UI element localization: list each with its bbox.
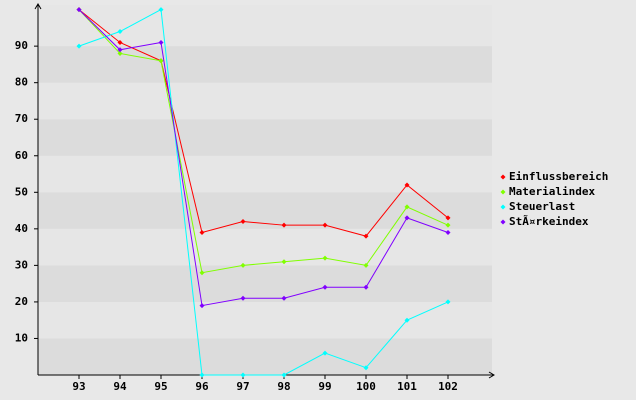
data-point [322,222,328,228]
x-tick-label: 95 [154,380,167,393]
grid-band [38,338,492,375]
grid-band [38,265,492,302]
y-tick-label: 60 [15,149,28,162]
data-point [281,295,287,301]
data-point [445,229,451,235]
legend-label: Einflussbereich [509,170,608,183]
data-point [445,299,451,305]
data-point [158,7,164,13]
x-axis-arrow [488,371,495,379]
y-axis-arrow [34,3,42,10]
series-line [78,9,449,274]
x-tick-label: 93 [72,380,85,393]
y-tick-label: 50 [15,185,28,198]
y-tick-label: 10 [15,331,28,344]
grid-band [38,5,492,47]
legend-label: Materialindex [509,185,595,198]
data-point [199,372,205,378]
data-point [76,7,82,13]
data-point [363,284,369,290]
data-point [117,50,123,56]
data-point [404,182,410,188]
data-point [363,262,369,268]
data-point [240,295,246,301]
x-tick-label: 97 [236,380,249,393]
grid-band [38,301,492,339]
data-point [404,317,410,323]
data-point [117,47,123,53]
data-point [281,372,287,378]
data-point [117,39,123,45]
data-point [363,233,369,239]
data-point [281,222,287,228]
legend-marker [500,189,506,195]
y-tick-label: 20 [15,295,28,308]
legend-label: Steuerlast [509,200,575,213]
series-line [78,8,449,376]
data-point [76,43,82,49]
y-tick-label: 30 [15,258,28,271]
data-point [281,259,287,265]
data-point [404,215,410,221]
legend-marker [500,219,506,225]
data-point [240,262,246,268]
grid-band [38,82,492,120]
data-point [404,204,410,210]
data-point [199,303,205,309]
series-line [78,9,449,237]
data-point [240,372,246,378]
x-tick-label: 98 [277,380,290,393]
grid-band [38,228,492,266]
x-tick-label: 94 [113,380,127,393]
x-tick-label: 99 [318,380,331,393]
data-point [445,215,451,221]
data-point [158,39,164,45]
y-tick-label: 80 [15,76,28,89]
y-tick-label: 90 [15,39,28,52]
data-point [322,284,328,290]
y-tick-label: 70 [15,112,28,125]
data-point [363,365,369,371]
data-point [199,270,205,276]
data-point [322,255,328,261]
y-tick-label: 40 [15,222,28,235]
x-tick-label: 100 [356,380,376,393]
legend-marker [500,204,506,210]
legend-marker [500,174,506,180]
legend-label: StÃ¤rkeindex [509,215,589,228]
data-point [158,58,164,64]
grid-band [38,155,492,193]
data-point [117,29,123,35]
series-line [78,9,449,307]
data-point [240,219,246,225]
x-tick-label: 101 [397,380,417,393]
x-tick-label: 96 [195,380,209,393]
data-point [199,229,205,235]
grid-band [38,46,492,83]
x-tick-label: 102 [438,380,458,393]
data-point [445,222,451,228]
data-point [322,350,328,356]
grid-band [38,119,492,156]
